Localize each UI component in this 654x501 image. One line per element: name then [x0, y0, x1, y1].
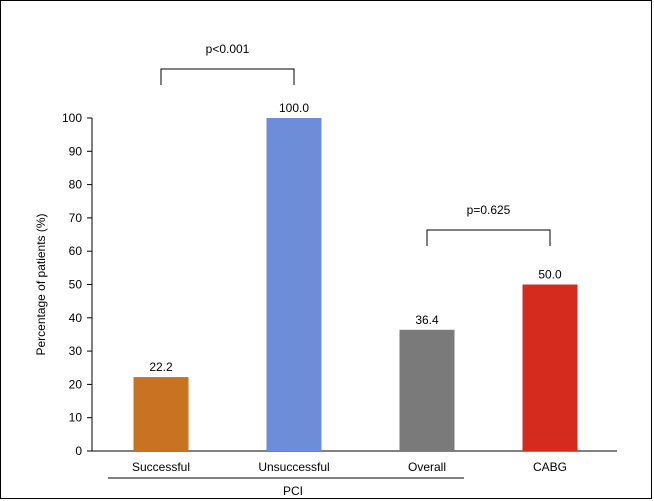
- y-tick-label: 40: [69, 311, 83, 325]
- y-tick-label: 30: [69, 344, 83, 358]
- y-tick-label: 10: [69, 411, 83, 425]
- bar-value-label: 100.0: [279, 101, 309, 115]
- y-axis-label: Percentage of patients (%): [34, 213, 48, 355]
- bar-value-label: 36.4: [415, 313, 439, 327]
- y-tick-label: 0: [75, 444, 82, 458]
- bar-unsuccessful: [266, 118, 322, 451]
- p-value-label: p=0.625: [467, 203, 511, 217]
- y-tick-label: 20: [69, 377, 83, 391]
- bars: 22.2 100.0 36.4 50.0: [133, 101, 578, 451]
- x-category-label: Successful: [132, 460, 190, 474]
- bar-value-label: 50.0: [538, 268, 562, 282]
- significance-bracket: [426, 229, 551, 246]
- significance-annotations: p<0.001 p=0.625: [160, 42, 551, 246]
- bar-cabg: [522, 284, 578, 451]
- x-category-label: Overall: [408, 460, 446, 474]
- pci-group-label: PCI: [108, 477, 464, 498]
- x-axis-labels: Successful Unsuccessful Overall CABG: [132, 460, 567, 474]
- y-tick-label: 70: [69, 211, 83, 225]
- y-axis: 0 10 20 30 40 50 60 70 80 90 100: [62, 111, 617, 458]
- y-tick-label: 80: [69, 178, 83, 192]
- significance-bracket: [160, 68, 295, 85]
- x-category-label: Unsuccessful: [258, 460, 329, 474]
- y-tick-label: 100: [62, 111, 82, 125]
- bar-value-label: 22.2: [149, 360, 173, 374]
- x-category-label: CABG: [533, 460, 567, 474]
- p-value-label: p<0.001: [206, 42, 250, 56]
- y-tick-label: 90: [69, 144, 83, 158]
- y-tick-label: 50: [69, 278, 83, 292]
- pci-group-text: PCI: [283, 484, 303, 498]
- bar-successful: [133, 377, 189, 451]
- y-tick-label: 60: [69, 244, 83, 258]
- bar-overall: [399, 329, 455, 451]
